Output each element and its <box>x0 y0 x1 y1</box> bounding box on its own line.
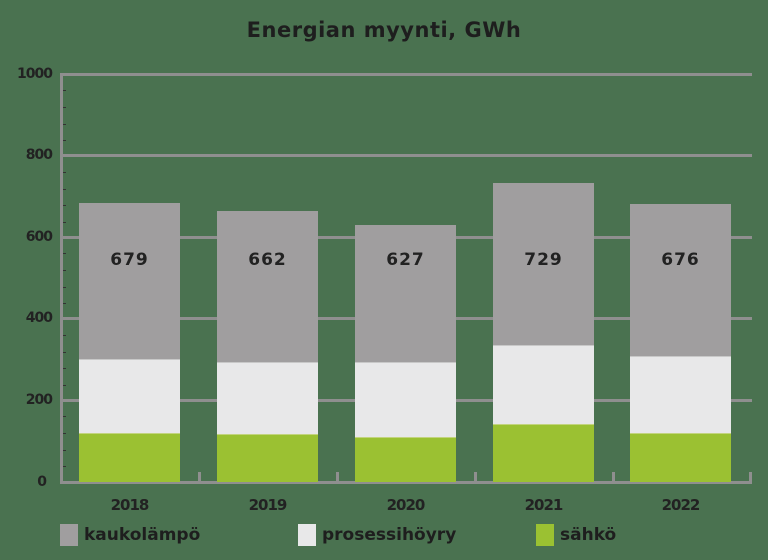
y-minor-tick <box>63 253 66 254</box>
legend-label: sähkö <box>560 525 617 545</box>
y-minor-tick <box>63 124 66 125</box>
y-tick-label: 600 <box>25 229 53 245</box>
x-tick-label: 2022 <box>661 496 701 514</box>
bar-2019: 662 <box>217 211 318 482</box>
y-axis-line <box>60 73 63 484</box>
y-minor-tick <box>63 172 66 173</box>
segment-kaukolampo <box>493 183 594 345</box>
legend-swatch-prosessihoyry <box>298 524 316 546</box>
x-tick-label: 2019 <box>248 496 288 514</box>
bar-2020: 627 <box>355 225 456 482</box>
bar-2022: 676 <box>630 204 731 482</box>
legend-item-sahko: sähkö <box>536 524 616 546</box>
segment-sahko <box>217 434 318 482</box>
x-tick-label: 2018 <box>110 496 150 514</box>
y-minor-tick <box>63 140 66 141</box>
y-tick-label: 200 <box>25 392 53 408</box>
x-axis-line <box>60 481 752 484</box>
segment-sahko <box>493 424 594 482</box>
segment-kaukolampo <box>630 204 731 356</box>
total-value-label: 662 <box>248 250 287 270</box>
y-minor-tick <box>63 270 66 271</box>
segment-sahko <box>79 433 180 482</box>
y-minor-tick <box>63 303 66 304</box>
legend-item-prosessihoyry: prosessihöyry <box>298 524 456 546</box>
x-tick <box>198 472 201 482</box>
y-tick-label: 800 <box>25 147 53 163</box>
y-tick-label: 1000 <box>17 66 53 82</box>
x-tick-label: 2021 <box>524 496 564 514</box>
y-minor-tick <box>63 335 66 336</box>
chart-title: Energian myynti, GWh <box>246 18 522 42</box>
x-tick <box>474 472 477 482</box>
y-minor-tick <box>63 287 66 288</box>
y-minor-tick <box>63 433 66 434</box>
segment-prosessihoyry <box>79 359 180 433</box>
total-value-label: 627 <box>386 250 425 270</box>
y-minor-tick <box>63 205 66 206</box>
segment-prosessihoyry <box>493 345 594 424</box>
segment-sahko <box>355 437 456 482</box>
y-minor-tick <box>63 352 66 353</box>
segment-prosessihoyry <box>630 356 731 433</box>
y-minor-tick <box>63 466 66 467</box>
y-minor-tick <box>63 189 66 190</box>
legend: kaukolämpö prosessihöyry sähkö <box>0 524 768 554</box>
legend-swatch-kaukolampo <box>60 524 78 546</box>
y-minor-tick <box>63 222 66 223</box>
y-minor-tick <box>63 107 66 108</box>
legend-label: kaukolämpö <box>84 525 201 545</box>
gridline-1000 <box>60 73 752 76</box>
y-tick-label: 0 <box>37 474 47 490</box>
total-value-label: 676 <box>661 250 700 270</box>
y-minor-tick <box>63 450 66 451</box>
y-minor-tick <box>63 90 66 91</box>
y-minor-tick <box>63 368 66 369</box>
segment-kaukolampo <box>217 211 318 362</box>
segment-prosessihoyry <box>217 362 318 434</box>
y-tick-label: 400 <box>25 310 53 326</box>
legend-item-kaukolampo: kaukolämpö <box>60 524 200 546</box>
segment-kaukolampo <box>79 203 180 359</box>
bar-2021: 729 <box>493 183 594 482</box>
legend-swatch-sahko <box>536 524 554 546</box>
bar-2018: 679 <box>79 203 180 482</box>
x-tick <box>612 472 615 482</box>
total-value-label: 729 <box>524 250 563 270</box>
segment-kaukolampo <box>355 225 456 362</box>
y-minor-tick <box>63 385 66 386</box>
x-tick <box>336 472 339 482</box>
gridline-800 <box>60 154 752 157</box>
segment-sahko <box>630 433 731 482</box>
x-tick-label: 2020 <box>386 496 426 514</box>
total-value-label: 679 <box>110 250 149 270</box>
legend-label: prosessihöyry <box>322 525 457 545</box>
segment-prosessihoyry <box>355 362 456 437</box>
y-minor-tick <box>63 416 66 417</box>
x-tick <box>749 472 752 482</box>
